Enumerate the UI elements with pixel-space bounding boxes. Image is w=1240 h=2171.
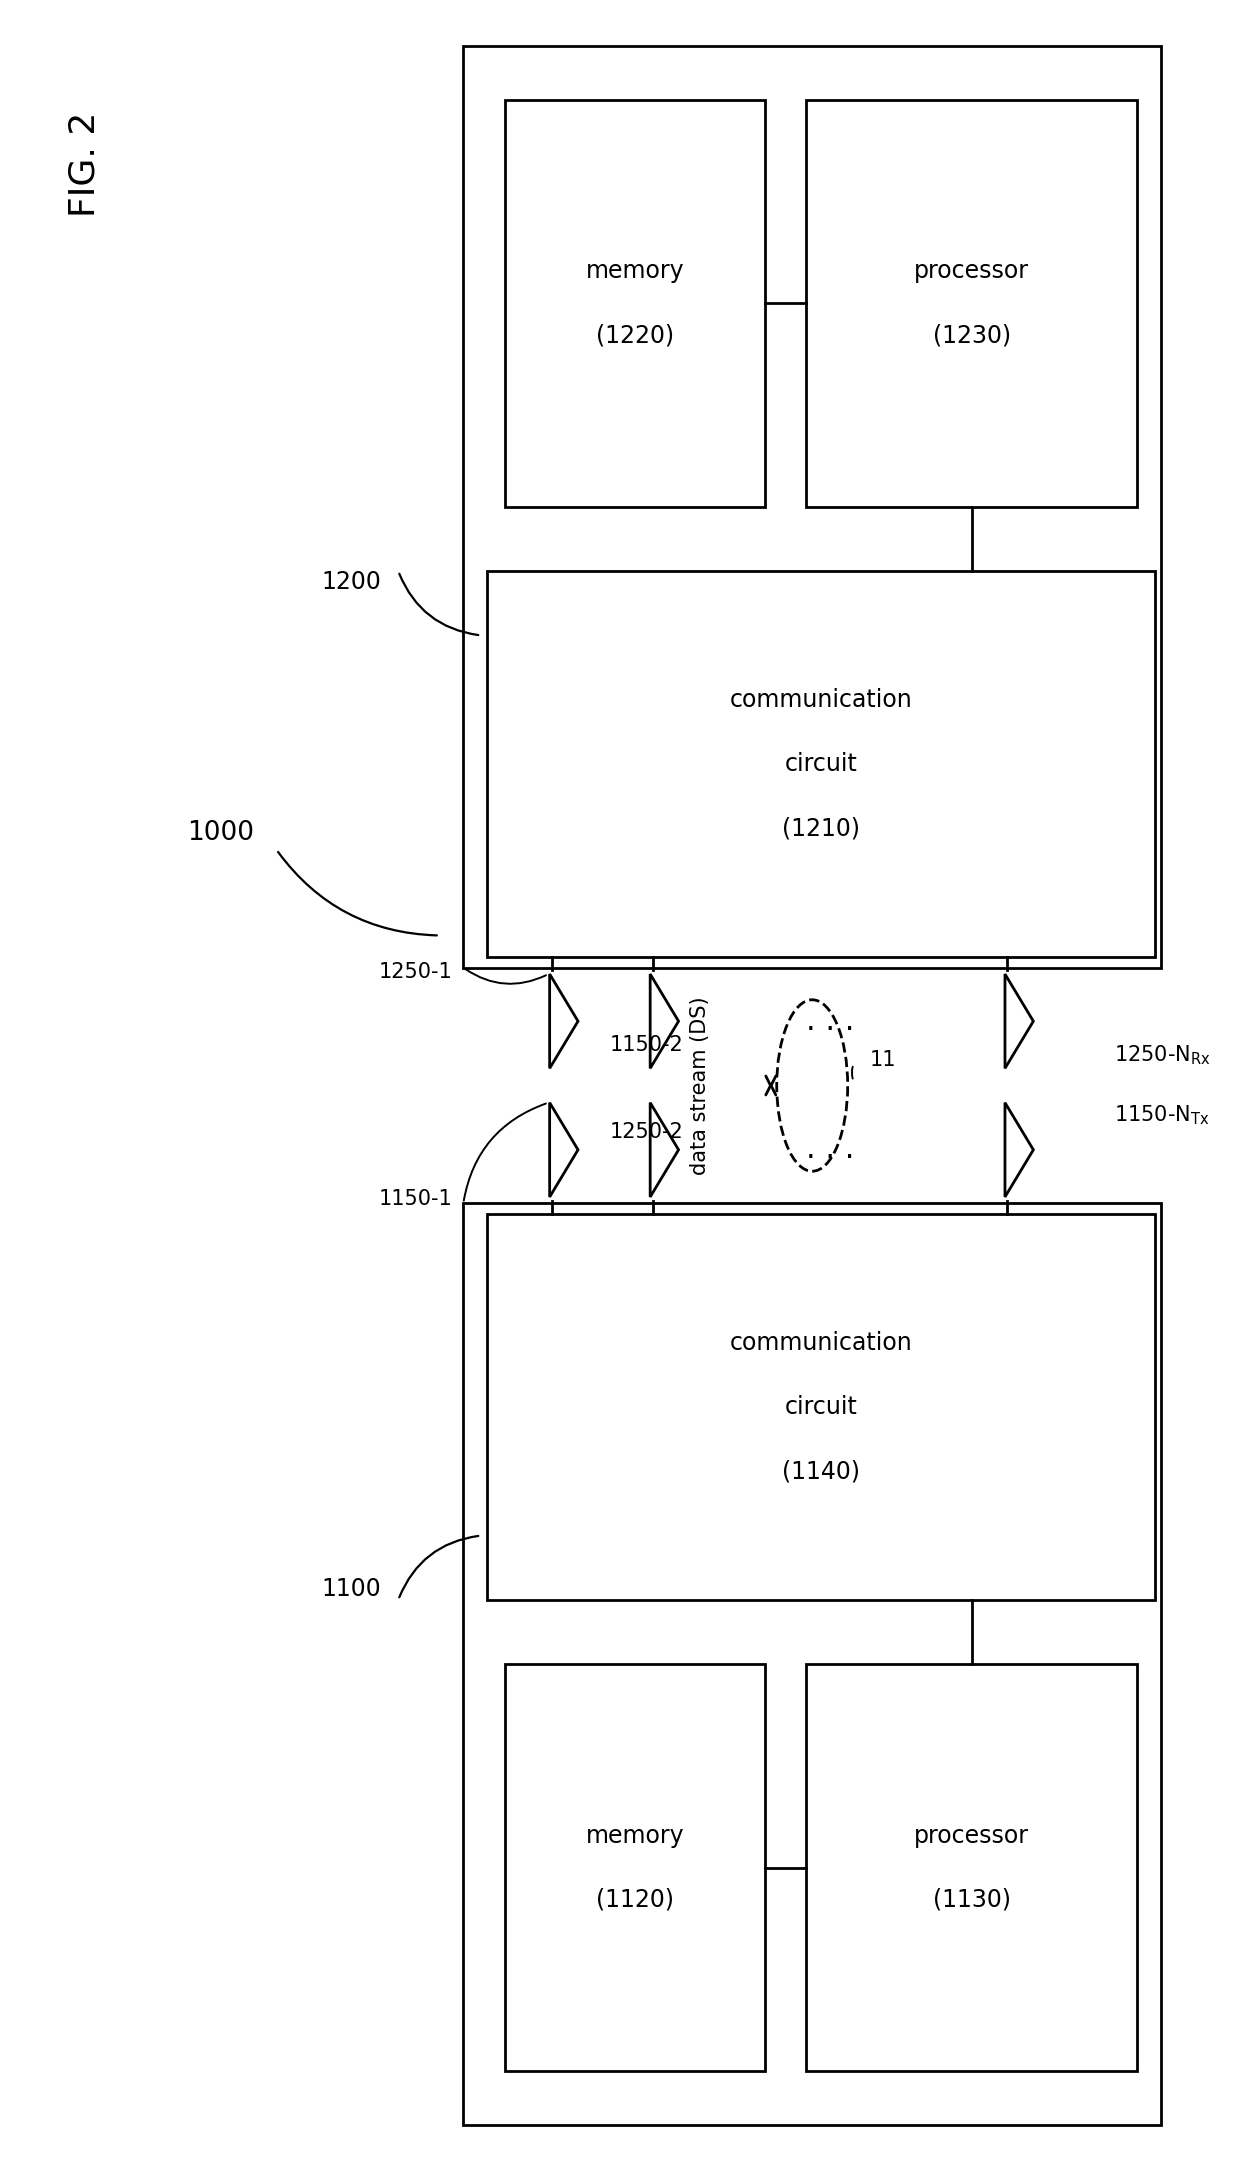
Bar <box>464 46 1161 968</box>
Text: 1000: 1000 <box>187 821 254 845</box>
Bar <box>806 100 1137 506</box>
Text: (1140): (1140) <box>782 1459 861 1483</box>
Text: communication: communication <box>729 688 913 712</box>
Text: 1250-N$_{\mathregular{Rx}}$: 1250-N$_{\mathregular{Rx}}$ <box>1114 1044 1210 1068</box>
Text: 1150-N$_{\mathregular{Tx}}$: 1150-N$_{\mathregular{Tx}}$ <box>1114 1103 1209 1127</box>
Bar <box>806 1665 1137 2071</box>
Text: data stream (DS): data stream (DS) <box>689 996 709 1175</box>
Text: circuit: circuit <box>785 751 858 775</box>
Text: processor: processor <box>914 1824 1029 1848</box>
Text: (1210): (1210) <box>782 816 861 840</box>
Bar <box>464 1203 1161 2125</box>
Text: memory: memory <box>585 1824 684 1848</box>
Text: (1120): (1120) <box>595 1889 673 1913</box>
Bar <box>505 100 765 506</box>
Text: 1250-1: 1250-1 <box>379 962 453 981</box>
Text: . . .: . . . <box>806 1007 854 1036</box>
Text: (1230): (1230) <box>932 323 1011 347</box>
Text: 1100: 1100 <box>321 1576 381 1602</box>
Text: 1250-2: 1250-2 <box>610 1122 683 1142</box>
Text: 1150-1: 1150-1 <box>379 1190 453 1209</box>
Text: (1220): (1220) <box>595 323 673 347</box>
Text: 11: 11 <box>870 1051 897 1070</box>
Text: processor: processor <box>914 258 1029 282</box>
Text: FIG. 2: FIG. 2 <box>68 111 102 217</box>
Bar <box>505 1665 765 2071</box>
Text: 1200: 1200 <box>321 569 381 595</box>
Text: (1130): (1130) <box>932 1889 1011 1913</box>
Text: 1150-2: 1150-2 <box>610 1036 683 1055</box>
Bar <box>487 571 1156 957</box>
Text: memory: memory <box>585 258 684 282</box>
Bar <box>487 1214 1156 1600</box>
Text: . . .: . . . <box>806 1135 854 1164</box>
Text: communication: communication <box>729 1331 913 1355</box>
Text: circuit: circuit <box>785 1396 858 1420</box>
